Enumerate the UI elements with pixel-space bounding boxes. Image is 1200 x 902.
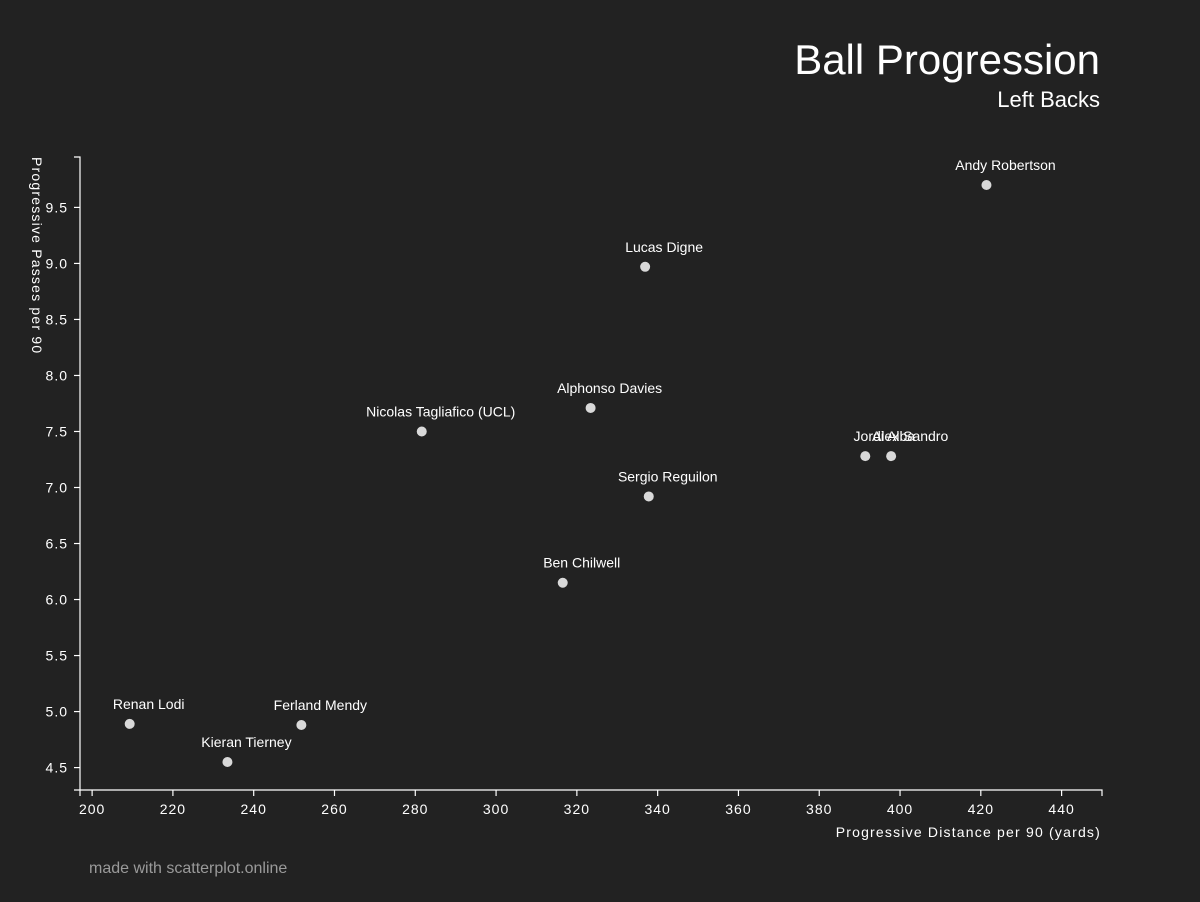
x-tick-label: 400 xyxy=(887,801,913,817)
x-tick-label: 220 xyxy=(160,801,186,817)
chart-title: Ball Progression xyxy=(794,36,1100,83)
data-point[interactable] xyxy=(585,402,596,413)
y-tick-label: 5.5 xyxy=(46,648,68,664)
data-point-label: Alphonso Davies xyxy=(557,380,662,396)
data-point-label: Renan Lodi xyxy=(113,696,185,712)
y-tick-label: 7.5 xyxy=(46,423,68,439)
data-point[interactable] xyxy=(124,718,135,729)
x-tick-label: 260 xyxy=(321,801,347,817)
data-point-label: Ben Chilwell xyxy=(543,555,620,571)
x-axis-title: Progressive Distance per 90 (yards) xyxy=(836,824,1101,840)
data-point-label: Sergio Reguilon xyxy=(618,468,718,484)
x-tick-label: 300 xyxy=(483,801,509,817)
y-tick-label: 7.0 xyxy=(46,480,68,496)
y-axis-ticks: 4.5 5.0 5.5 6.0 6.5 7.0 7.5 8.0 8.5 9.0 9.5 xyxy=(46,199,80,776)
y-axis-title: Progressive Passes per 90 xyxy=(29,157,45,354)
data-point-label: Kieran Tierney xyxy=(201,734,291,750)
y-tick-label: 5.0 xyxy=(46,704,68,720)
data-point-label: Lucas Digne xyxy=(625,239,703,255)
data-point[interactable] xyxy=(860,451,871,462)
data-point[interactable] xyxy=(640,261,651,272)
data-point-label: Ferland Mendy xyxy=(274,697,367,713)
y-axis-line xyxy=(74,156,81,791)
data-points: Andy Robertson Lucas Digne Alphonso Davies… xyxy=(113,157,1056,767)
x-tick-label: 340 xyxy=(644,801,670,817)
data-point-label: Alex Sandro xyxy=(872,428,948,444)
y-tick-label: 9.5 xyxy=(46,199,68,215)
y-tick-label: 6.5 xyxy=(46,536,68,552)
y-tick-label: 8.0 xyxy=(46,367,68,383)
x-tick-label: 360 xyxy=(725,801,751,817)
y-tick-label: 6.0 xyxy=(46,592,68,608)
data-point-label: Jordi Alba xyxy=(854,428,916,444)
x-tick-label: 440 xyxy=(1048,801,1074,817)
data-point[interactable] xyxy=(296,720,307,731)
data-point[interactable] xyxy=(643,491,654,502)
data-point[interactable] xyxy=(416,426,427,437)
data-point[interactable] xyxy=(222,756,233,767)
y-tick-label: 8.5 xyxy=(46,311,68,327)
chart-subtitle: Left Backs xyxy=(997,87,1100,112)
x-tick-label: 380 xyxy=(806,801,832,817)
data-point[interactable] xyxy=(981,180,992,191)
x-axis-line xyxy=(79,789,1103,796)
credit-text: made with scatterplot.online xyxy=(89,860,287,877)
x-tick-label: 420 xyxy=(968,801,994,817)
x-tick-label: 240 xyxy=(241,801,267,817)
data-point[interactable] xyxy=(557,577,568,588)
x-tick-label: 320 xyxy=(564,801,590,817)
chart-axes: 200 220 240 260 280 300 320 340 360 380 400 420 440 … xyxy=(46,156,1103,817)
x-tick-label: 200 xyxy=(79,801,105,817)
y-tick-label: 9.0 xyxy=(46,255,68,271)
x-tick-label: 280 xyxy=(402,801,428,817)
data-point[interactable] xyxy=(886,451,897,462)
x-axis-ticks: 200 220 240 260 280 300 320 340 360 380 400 420 440 xyxy=(79,790,1074,817)
data-point-label: Andy Robertson xyxy=(955,157,1055,173)
data-point-label: Nicolas Tagliafico (UCL) xyxy=(366,403,515,419)
y-tick-label: 4.5 xyxy=(46,760,68,776)
